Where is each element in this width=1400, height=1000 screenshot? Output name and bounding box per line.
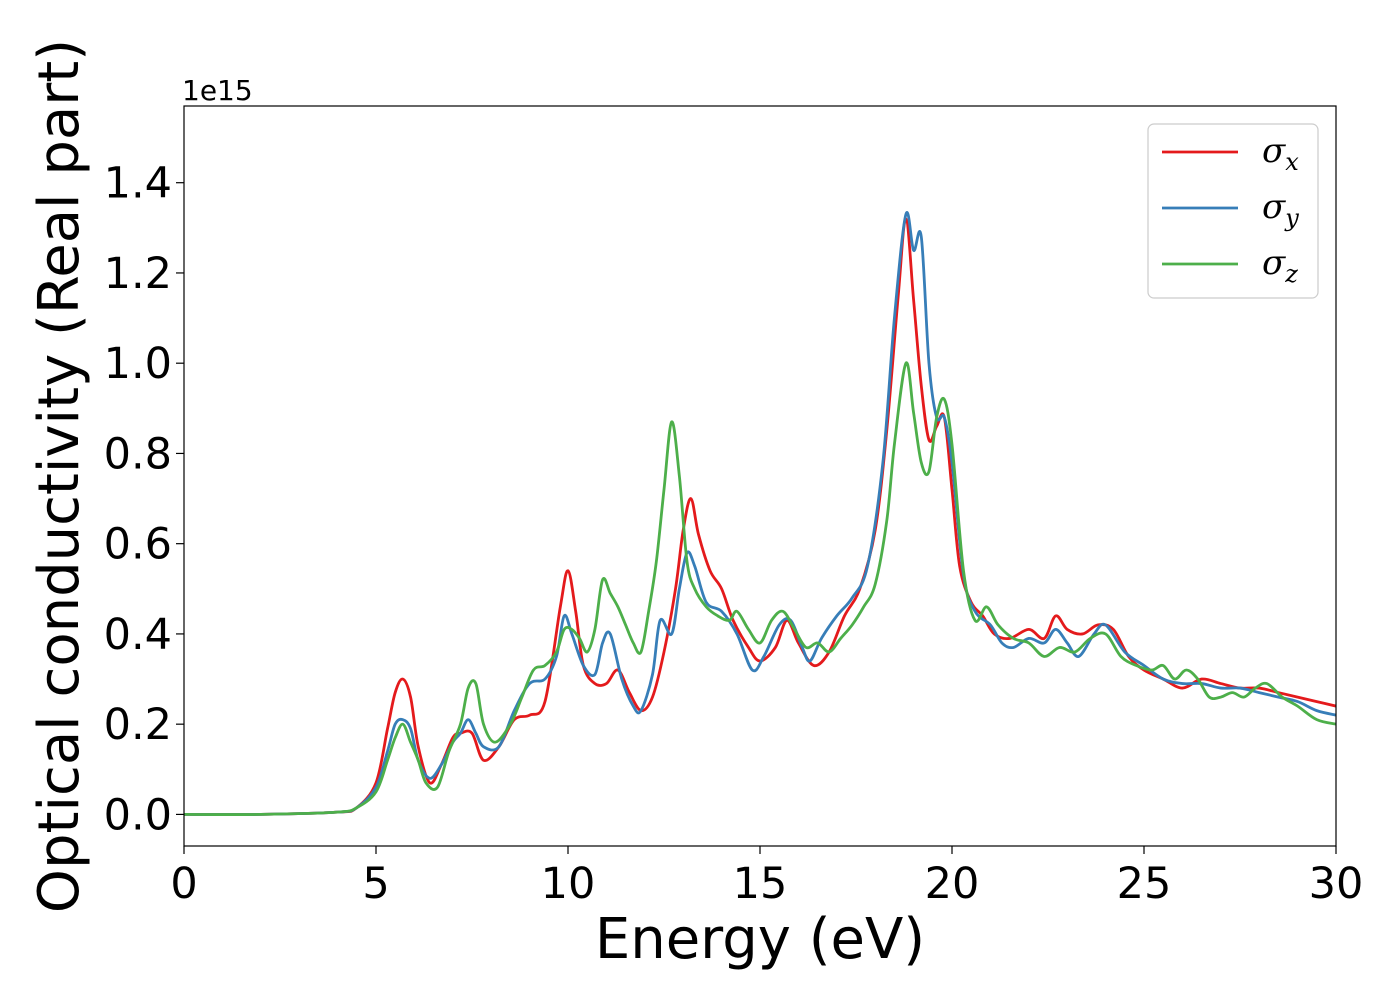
x-tick-label: 20	[925, 859, 980, 909]
y-tick-label: 0.6	[104, 520, 172, 570]
x-tick-label: 0	[170, 859, 197, 909]
legend-label-z: σz	[1262, 243, 1298, 288]
y-tick-label: 1.2	[104, 249, 172, 299]
legend-label-y: σy	[1262, 187, 1299, 232]
x-tick-label: 10	[541, 859, 596, 909]
y-tick-label: 0.2	[104, 700, 172, 750]
y-tick-label: 0.8	[104, 429, 172, 479]
x-axis-label: Energy (eV)	[595, 907, 925, 972]
y-axis-ticks: 0.0 0.2 0.4 0.6 0.8 1.0 1.2 1.4	[104, 159, 184, 840]
series-line-y	[184, 211, 1336, 816]
x-tick-label: 5	[362, 859, 389, 909]
legend-label-x: σx	[1262, 131, 1299, 176]
series-line-z	[184, 361, 1336, 816]
legend-box	[1147, 123, 1319, 299]
y-tick-label: 0.4	[104, 610, 172, 660]
y-axis-label: Optical conductivity (Real part)	[27, 39, 92, 913]
x-tick-label: 30	[1309, 859, 1364, 909]
legend: σx σy σz	[1147, 123, 1319, 299]
y-tick-label: 1.0	[104, 339, 172, 389]
x-tick-label: 15	[733, 859, 788, 909]
y-tick-label: 1.4	[104, 159, 172, 209]
y-offset-label: 1e15	[182, 74, 253, 107]
x-axis-ticks: 0 5 10 15 20 25 30	[170, 846, 1363, 909]
series-line-x	[184, 217, 1336, 816]
y-tick-label: 0.0	[104, 790, 172, 840]
x-tick-label: 25	[1117, 859, 1172, 909]
plot-lines	[184, 211, 1336, 816]
